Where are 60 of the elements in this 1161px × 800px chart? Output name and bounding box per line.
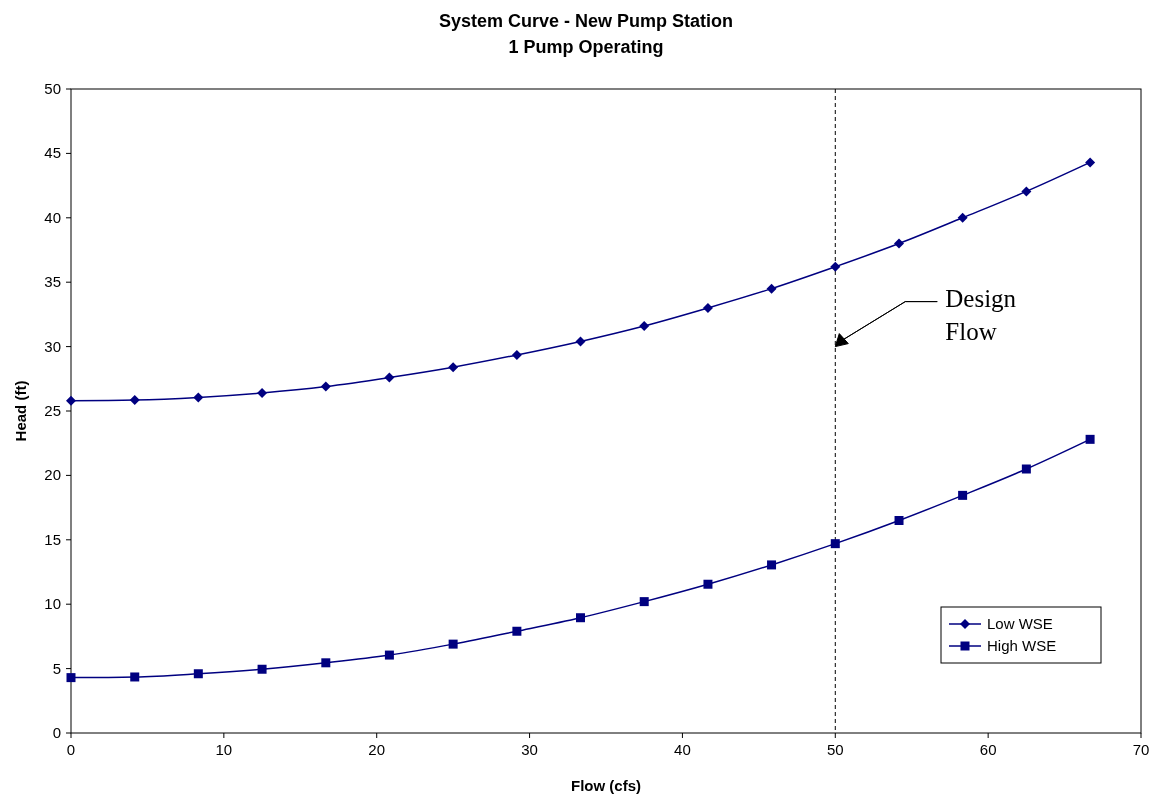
y-tick-label: 30 (44, 337, 61, 355)
x-tick-label: 10 (215, 741, 233, 758)
point (257, 387, 268, 398)
point (767, 560, 777, 570)
y-tick-label: 45 (44, 144, 61, 162)
y-tick-label: 35 (44, 273, 61, 291)
x-tick-label: 50 (826, 741, 844, 758)
point (1085, 157, 1096, 168)
x-tick-label: 20 (368, 741, 386, 758)
point (830, 539, 840, 549)
y-tick-label: 50 (44, 80, 61, 97)
y-tick-label: 20 (44, 466, 61, 484)
point (639, 320, 650, 331)
point (703, 579, 713, 589)
point (66, 673, 76, 683)
point (257, 664, 267, 674)
point (129, 395, 140, 406)
point (575, 613, 585, 623)
point (1085, 434, 1095, 444)
y-tick-label: 40 (44, 208, 61, 226)
y-tick-label: 0 (52, 724, 61, 741)
y-tick-label: 25 (44, 402, 61, 419)
y-tick-label: 15 (44, 530, 61, 548)
point (512, 626, 522, 636)
x-tick-label: 70 (1132, 741, 1150, 758)
point (193, 669, 203, 679)
y-axis-title: Head (ft) (12, 380, 29, 442)
point (830, 261, 841, 272)
x-tick-label: 60 (979, 741, 997, 758)
chart-subtitle: 1 Pump Operating (508, 37, 664, 57)
legend-label: Low WSE (987, 615, 1053, 632)
point (321, 658, 331, 668)
x-tick-label: 30 (521, 741, 538, 758)
point (511, 349, 522, 360)
x-tick-label: 40 (674, 741, 691, 758)
point (320, 381, 331, 392)
point (894, 515, 904, 525)
point (702, 302, 713, 313)
point (958, 490, 968, 500)
legend-label: High WSE (987, 637, 1057, 654)
x-tick-label: 0 (66, 741, 76, 758)
point (193, 392, 204, 403)
point (66, 395, 76, 406)
chart-title: System Curve - New Pump Station (438, 11, 734, 31)
point (639, 597, 649, 607)
point (384, 372, 395, 383)
point (894, 238, 905, 249)
point (766, 283, 777, 294)
point (130, 672, 140, 682)
point (957, 212, 968, 223)
y-tick-label: 10 (44, 595, 61, 613)
y-tick-label: 5 (52, 659, 61, 677)
x-axis-title: Flow (cfs) (571, 777, 641, 794)
point (1021, 464, 1031, 474)
point (384, 650, 394, 660)
point (1021, 186, 1032, 197)
point (575, 336, 586, 347)
annotation: Design Flow (945, 284, 1017, 345)
point (448, 362, 459, 373)
point (448, 639, 458, 649)
